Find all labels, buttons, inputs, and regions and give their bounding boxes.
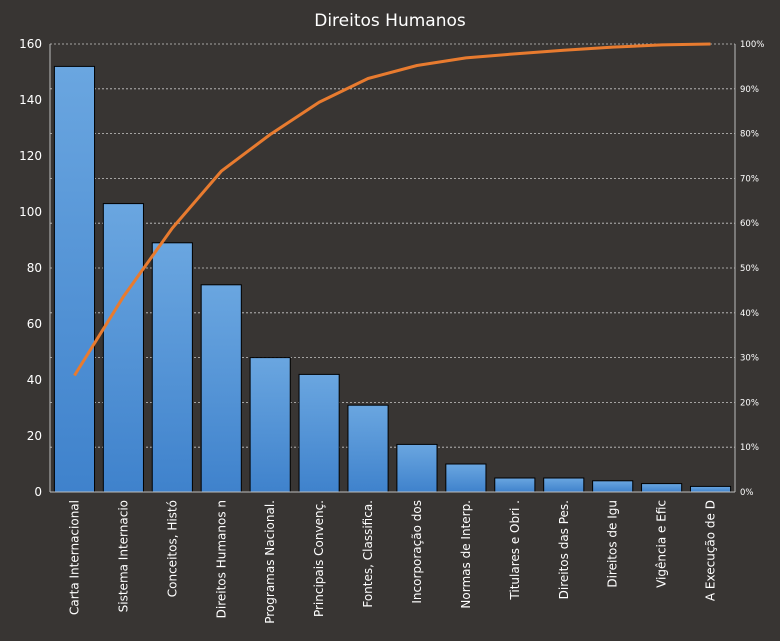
bar	[543, 477, 585, 493]
cumulative-line	[73, 42, 711, 377]
bar	[298, 373, 340, 493]
y2-tick-label: 30%	[740, 354, 759, 364]
bar	[53, 65, 96, 493]
x-tick-label: Direitos das Pes.	[557, 500, 571, 599]
y2-tick-label: 70%	[740, 174, 759, 184]
x-tick-label: A Execução de D	[704, 500, 718, 601]
y-tick-label: 160	[19, 37, 42, 51]
bar	[641, 483, 683, 493]
x-tick-label: Direitos de Igu	[606, 500, 620, 588]
bar-series	[53, 65, 732, 493]
bar	[396, 443, 438, 493]
x-tick-label: Normas de Interp.	[459, 500, 473, 609]
y-tick-label: 60	[27, 317, 42, 331]
bar	[347, 404, 389, 493]
y-tick-label: 20	[27, 429, 42, 443]
bar	[249, 357, 291, 493]
bar	[151, 242, 193, 493]
bar	[689, 485, 732, 493]
y2-tick-label: 20%	[740, 398, 759, 408]
y2-tick-label: 80%	[740, 130, 759, 140]
bar	[445, 463, 487, 493]
y-tick-label: 80	[27, 261, 42, 275]
category-axis-ticks: Carta Internacional Sistema Internacio Con…	[67, 500, 717, 624]
y-tick-label: 140	[19, 93, 42, 107]
cumulative-line-series	[73, 42, 711, 377]
chart-title: Direitos Humanos	[314, 11, 466, 31]
x-tick-label: Principais Convenç.	[312, 500, 326, 617]
left-axis-ticks: 0 20 40 60 80 100 120 140 160	[19, 37, 42, 499]
y2-tick-label: 40%	[740, 309, 759, 319]
x-tick-label: Fontes, Classifica.	[361, 500, 375, 608]
y-tick-label: 120	[19, 149, 42, 163]
x-tick-label: Direitos Humanos n	[214, 500, 228, 618]
y2-tick-label: 60%	[740, 219, 759, 229]
x-tick-label: Incorporação dos	[410, 500, 424, 604]
right-axis-ticks: 0% 10% 20% 30% 40% 50% 60% 70% 80% 90% 100%	[740, 40, 764, 498]
x-tick-label: Carta Internacional	[67, 500, 81, 615]
x-tick-label: Sistema Internacio	[116, 500, 130, 612]
bar	[592, 480, 634, 493]
bar	[494, 477, 536, 493]
x-tick-label: Programas Nacional.	[263, 500, 277, 624]
y-tick-label: 0	[34, 485, 42, 499]
x-tick-label: Vigência e Efic	[655, 500, 669, 588]
y-tick-label: 40	[27, 373, 42, 387]
y-tick-label: 100	[19, 205, 42, 219]
x-tick-label: Conceitos, Histó	[165, 500, 179, 597]
y2-tick-label: 100%	[740, 40, 764, 50]
bar	[102, 203, 144, 493]
x-tick-label: Titulares e Obri .	[508, 500, 522, 601]
bar	[200, 284, 242, 493]
y2-tick-label: 0%	[740, 488, 754, 498]
y2-tick-label: 90%	[740, 85, 759, 95]
y2-tick-label: 50%	[740, 264, 759, 274]
y2-tick-label: 10%	[740, 443, 759, 453]
